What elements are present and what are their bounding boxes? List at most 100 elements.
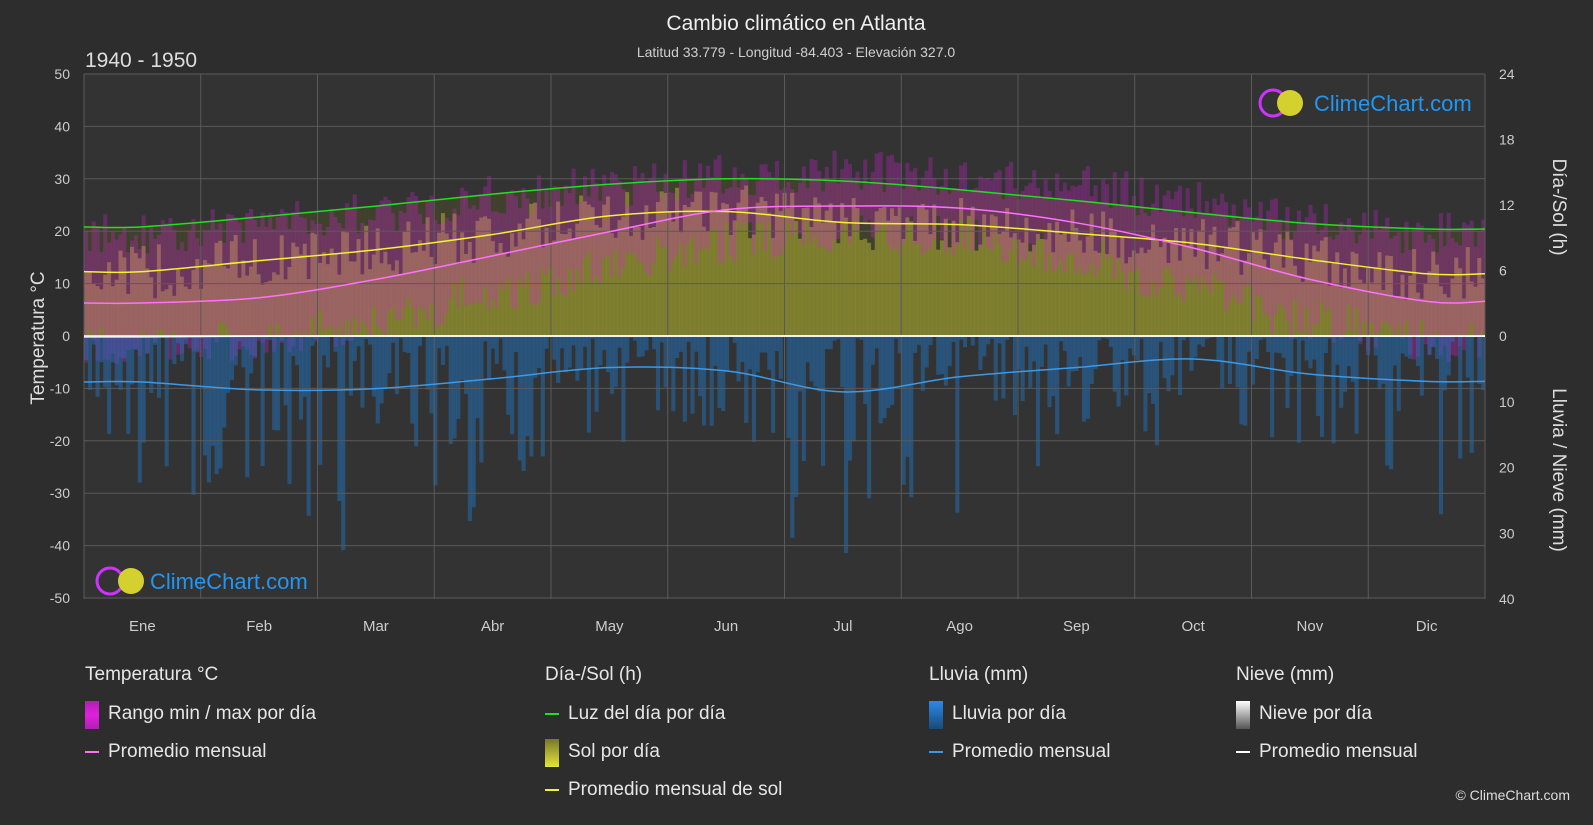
temp-range-bar xyxy=(559,205,565,294)
sunshine-bar xyxy=(260,284,265,336)
rain-bar xyxy=(686,336,691,342)
sunshine-bar xyxy=(1262,259,1267,336)
sunshine-bar xyxy=(425,217,430,336)
rain-bar xyxy=(513,336,519,353)
rain-bar xyxy=(1319,336,1325,437)
right-top-tick-label: 24 xyxy=(1499,66,1515,82)
right-bottom-tick-label: 20 xyxy=(1499,460,1515,476)
temp-range-bar xyxy=(978,176,983,248)
daylight-bar xyxy=(575,185,580,336)
daylight-bar xyxy=(241,217,246,336)
daylight-bar xyxy=(1473,229,1478,336)
rain-bar xyxy=(153,336,158,345)
temp-range-bar xyxy=(694,180,699,264)
daylight-bar xyxy=(928,188,933,336)
rain-bar xyxy=(1200,336,1206,347)
temp-range-bar xyxy=(1055,173,1060,269)
rain-bar xyxy=(886,336,891,408)
rain-bar xyxy=(414,336,419,447)
temp-range-bar xyxy=(95,226,100,361)
daylight-bar xyxy=(1323,223,1328,336)
rain-bar xyxy=(1316,336,1321,417)
daylight-bar xyxy=(1070,200,1075,336)
sunshine-bar xyxy=(828,203,833,336)
temp-range-bar xyxy=(1342,231,1348,333)
rain-bar xyxy=(533,336,538,378)
legend-item: Sol por día xyxy=(545,739,782,777)
sunshine-bar xyxy=(1189,229,1194,336)
rain-bar xyxy=(678,336,684,352)
sunshine-bar xyxy=(947,247,952,336)
sunshine-bar xyxy=(936,249,941,336)
temp-range-bar xyxy=(1124,171,1129,290)
sunshine-bar xyxy=(1078,240,1083,336)
brand-logo-bottom[interactable]: ClimeChart.com xyxy=(95,566,308,596)
daylight-bar xyxy=(909,186,914,336)
sunshine-bar xyxy=(970,206,975,336)
daylight-bar xyxy=(986,191,991,336)
rain-bar xyxy=(110,336,116,363)
temp-range-bar xyxy=(1101,179,1106,241)
sunshine-bar xyxy=(725,204,730,336)
sunshine-bar xyxy=(629,236,634,336)
sunshine-bar xyxy=(1208,234,1213,336)
daylight-bar xyxy=(1273,221,1279,336)
temp-range-bar xyxy=(168,218,173,360)
rain-bar xyxy=(306,336,311,516)
temp-mean-swatch xyxy=(85,751,99,753)
temp-range-bar xyxy=(1442,245,1447,346)
temp-range-bar xyxy=(122,226,127,362)
temp-range-bar xyxy=(966,192,971,218)
sunshine-bar xyxy=(1035,233,1041,336)
daylight-bar xyxy=(1465,229,1470,336)
daylight-bar xyxy=(214,219,219,336)
sunshine-bar xyxy=(771,238,776,336)
sunshine-bar xyxy=(517,223,522,336)
sunshine-bar xyxy=(824,210,829,336)
rain-bar xyxy=(1327,336,1332,339)
rain-bar xyxy=(1089,336,1094,384)
daylight-bar xyxy=(1035,197,1041,336)
temp-range-bar xyxy=(391,213,396,309)
sunshine-bar xyxy=(590,207,595,336)
rain-bar xyxy=(1166,336,1171,392)
month-tick-label: Ago xyxy=(946,618,973,635)
temp-range-bar xyxy=(398,210,403,320)
daylight-bar xyxy=(1235,216,1240,336)
rain-bar xyxy=(1385,336,1390,466)
daylight-bar xyxy=(663,181,668,336)
brand-logo-top[interactable]: ClimeChart.com xyxy=(1258,88,1472,118)
rain-bar xyxy=(394,336,400,395)
temp-range-bar xyxy=(245,213,250,350)
sunshine-bar xyxy=(1231,227,1236,336)
daylight-bar xyxy=(1270,220,1275,336)
daylight-bar xyxy=(168,225,173,336)
legend-item: Promedio mensual xyxy=(929,739,1110,777)
temp-range-bar xyxy=(901,189,906,244)
rain-bar xyxy=(1001,336,1006,399)
sunshine-bar xyxy=(1055,221,1060,336)
sunshine-bar xyxy=(1362,283,1367,336)
sunshine-bar xyxy=(130,246,135,336)
sunshine-bar xyxy=(755,202,760,336)
sunshine-bar xyxy=(890,208,895,336)
sunshine-bar xyxy=(1247,253,1252,336)
daylight-bar xyxy=(141,226,146,336)
rain-bar xyxy=(1047,336,1052,408)
daylight-bar xyxy=(1197,212,1202,336)
rain-bar xyxy=(506,336,511,415)
sunshine-bar xyxy=(510,233,515,336)
copyright[interactable]: © ClimeChart.com xyxy=(1455,787,1570,803)
daylight-bar xyxy=(732,178,737,336)
sunshine-bar xyxy=(1358,279,1363,336)
rain-bar xyxy=(1247,336,1252,352)
daylight-bar xyxy=(598,184,603,336)
rain-bar xyxy=(479,336,484,463)
temp-range-bar xyxy=(1243,199,1248,287)
sunshine-bar xyxy=(1431,251,1436,336)
daylight-bar xyxy=(256,217,261,336)
daylight-bar xyxy=(164,225,169,336)
rain-bar xyxy=(1143,336,1148,432)
sunshine-swatch xyxy=(545,739,559,767)
legend-snow: Nieve (mm) Nieve por día Promedio mensua… xyxy=(1236,664,1417,777)
